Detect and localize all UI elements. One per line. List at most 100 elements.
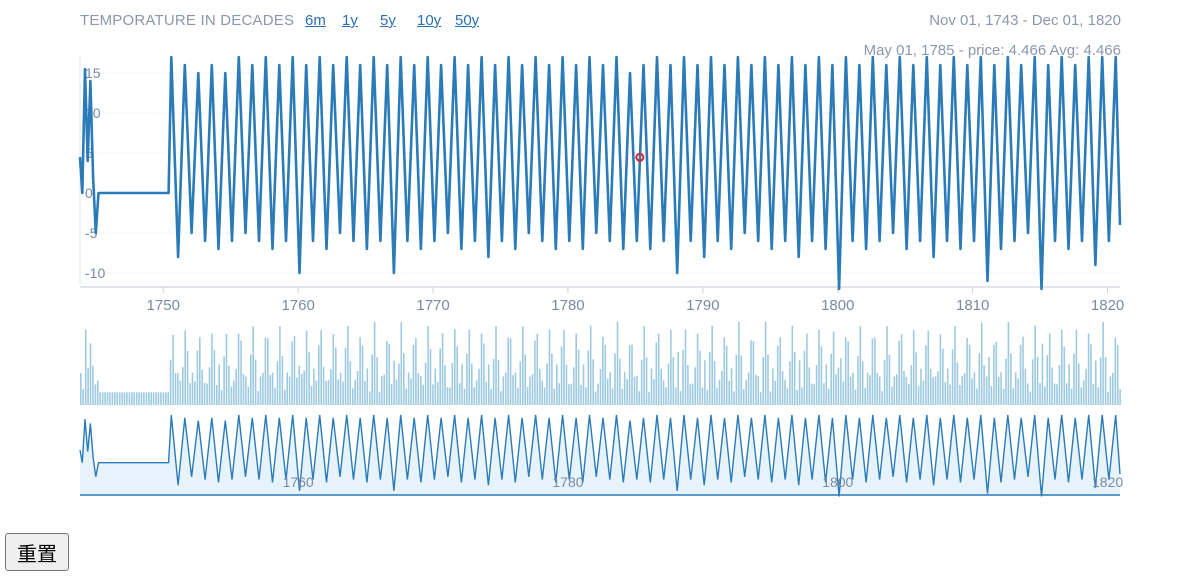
volume-bar xyxy=(973,372,976,405)
volume-bar xyxy=(116,392,118,406)
volume-bar xyxy=(847,341,849,405)
volume-bar xyxy=(313,368,315,405)
range-button-50y[interactable]: 50y xyxy=(455,12,480,29)
volume-bar xyxy=(733,391,735,405)
volume-bar xyxy=(956,362,959,405)
range-button-1y[interactable]: 1y xyxy=(342,12,358,29)
volume-bar xyxy=(398,363,400,405)
volume-bar xyxy=(735,354,738,405)
range-button-10y[interactable]: 10y xyxy=(417,12,442,29)
volume-bar xyxy=(461,364,463,405)
volume-bar xyxy=(1041,343,1044,405)
volume-bar xyxy=(373,322,376,405)
volume-bar xyxy=(536,333,539,405)
volume-bar xyxy=(539,368,541,405)
volume-bar xyxy=(823,383,825,405)
volume-bar xyxy=(762,357,764,405)
volume-bar xyxy=(704,360,706,405)
x-tick-label: 1770 xyxy=(416,297,449,314)
volume-bar xyxy=(114,392,116,406)
volume-bar xyxy=(376,357,378,405)
volume-bar xyxy=(801,387,803,405)
volume-bar xyxy=(191,372,194,405)
volume-bar xyxy=(186,351,189,405)
volume-bar xyxy=(456,346,458,405)
volume-bar xyxy=(262,372,264,405)
volume-bar xyxy=(400,322,403,405)
volume-bar xyxy=(570,383,573,405)
volume-bar xyxy=(614,353,616,405)
volume-bar xyxy=(475,380,478,405)
volume-bar xyxy=(352,388,354,405)
volume-bar xyxy=(354,379,356,405)
volume-bar xyxy=(454,329,456,405)
volume-bar xyxy=(1099,357,1102,405)
reset-button[interactable]: 重置 xyxy=(5,533,69,571)
volume-bar xyxy=(592,359,594,405)
volume-bar xyxy=(1044,386,1046,405)
volume-bar xyxy=(335,347,337,405)
volume-bar xyxy=(815,365,818,405)
range-button-5y[interactable]: 5y xyxy=(380,12,396,29)
volume-bar xyxy=(883,359,886,405)
volume-bar xyxy=(893,376,896,405)
volume-bar xyxy=(750,340,752,405)
volume-bar xyxy=(1053,383,1056,405)
volume-bar xyxy=(699,350,701,405)
volume-bar xyxy=(225,333,228,405)
volume-bar xyxy=(910,365,913,405)
volume-bar xyxy=(691,383,694,405)
volume-bar xyxy=(298,365,301,405)
volume-bar xyxy=(167,392,169,406)
volume-bar xyxy=(1116,345,1119,405)
volume-bar xyxy=(747,372,750,405)
volume-bar xyxy=(558,383,560,405)
volume-bar xyxy=(978,353,981,405)
volume-bar xyxy=(589,325,592,405)
volume-bar xyxy=(679,391,682,405)
volume-bar xyxy=(305,330,308,405)
volume-bar xyxy=(764,322,767,405)
volume-bar xyxy=(284,389,286,405)
volume-bar xyxy=(971,378,973,405)
volume-bar xyxy=(318,345,320,405)
volume-bar xyxy=(148,392,150,406)
volume-bar xyxy=(927,330,930,405)
range-button-6m[interactable]: 6m xyxy=(305,12,326,29)
volume-bar xyxy=(711,325,713,405)
volume-bar xyxy=(645,357,648,405)
volume-bar xyxy=(276,361,279,405)
volume-bar xyxy=(606,378,609,405)
volume-bar xyxy=(208,367,211,405)
volume-bar xyxy=(878,376,881,405)
volume-bar xyxy=(279,326,281,405)
volume-bar xyxy=(245,376,247,405)
volume-bar xyxy=(522,326,524,405)
volume-bar xyxy=(184,330,186,405)
volume-bar xyxy=(325,380,327,405)
volume-bar xyxy=(410,378,412,405)
volume-bar xyxy=(827,388,830,405)
brush-navigator[interactable]: 1760 1780 1800 1820 xyxy=(79,414,1123,497)
volume-bar xyxy=(985,376,988,405)
volume-bar xyxy=(361,345,364,405)
volume-bar xyxy=(449,387,451,405)
volume-bar xyxy=(1017,378,1019,405)
volume-bar xyxy=(772,368,774,405)
volume-bar xyxy=(708,351,711,405)
x-tick-label: 1820 xyxy=(1091,297,1124,314)
volume-bar xyxy=(672,357,675,405)
volume-bar xyxy=(247,386,250,405)
chart-title: TEMPORATURE IN DECADES xyxy=(80,12,295,29)
navigator-tick-label: 1820 xyxy=(1092,474,1123,490)
volume-bar xyxy=(427,326,429,405)
volume-bar xyxy=(228,366,230,405)
volume-bar xyxy=(1087,333,1090,405)
volume-bar xyxy=(160,392,162,406)
volume-bar xyxy=(983,365,985,405)
volume-bar xyxy=(492,358,495,405)
volume-bar xyxy=(908,384,910,405)
volume-bar xyxy=(87,367,89,405)
volume-bar xyxy=(259,376,262,405)
